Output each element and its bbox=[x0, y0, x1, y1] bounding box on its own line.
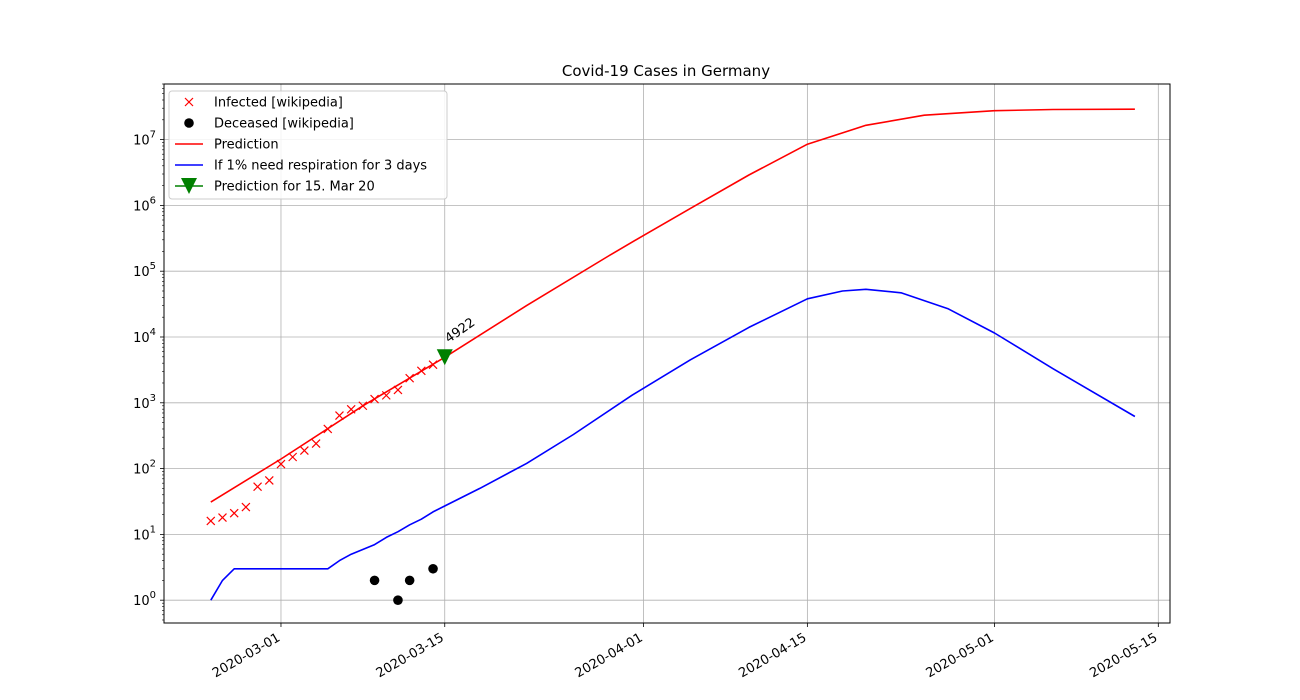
y-tick-label-base: 10 bbox=[133, 331, 150, 346]
data-point-series-0 bbox=[206, 516, 216, 526]
legend-marker-swatch bbox=[184, 118, 194, 128]
data-point-series-0 bbox=[229, 508, 239, 518]
marker-stroke bbox=[381, 390, 391, 400]
legend-box bbox=[168, 90, 448, 200]
legend-label: Prediction for 15. Mar 20 bbox=[214, 180, 375, 195]
plot-area bbox=[206, 108, 1136, 605]
legend-entry: Prediction for 15. Mar 20 bbox=[175, 178, 375, 195]
data-point-series-0 bbox=[299, 446, 309, 455]
y-tick-label: 103 bbox=[133, 393, 156, 412]
data-point-series-1 bbox=[404, 575, 415, 586]
data-point-series-1 bbox=[428, 563, 438, 574]
marker-stroke bbox=[288, 452, 298, 462]
marker-stroke bbox=[241, 502, 251, 512]
legend-entry: Deceased [wikipedia] bbox=[184, 117, 354, 132]
marker-stroke bbox=[206, 516, 216, 526]
marker-stroke bbox=[346, 404, 356, 414]
marker-stroke bbox=[218, 513, 227, 523]
y-tick-label-base: 10 bbox=[133, 199, 150, 214]
marker-stroke bbox=[299, 446, 309, 455]
y-tick-label: 104 bbox=[133, 327, 156, 346]
data-point-series-1 bbox=[369, 575, 380, 586]
legend-label: Deceased [wikipedia] bbox=[214, 117, 354, 132]
y-tick-label-base: 10 bbox=[133, 397, 150, 412]
legend-marker-swatch bbox=[181, 178, 197, 194]
y-tick-label-base: 10 bbox=[133, 528, 150, 543]
y-tick-label-exponent: 2 bbox=[150, 459, 156, 470]
data-point-series-4 bbox=[436, 349, 453, 366]
legend-label: Infected [wikipedia] bbox=[214, 96, 343, 111]
series-line-3 bbox=[210, 288, 1136, 601]
data-point-series-0 bbox=[288, 452, 298, 462]
data-point-series-0 bbox=[264, 476, 274, 485]
y-tick-label: 106 bbox=[133, 195, 156, 214]
axes-frame bbox=[163, 83, 1171, 624]
legend-label: Prediction bbox=[214, 138, 279, 153]
legend-entry: Infected [wikipedia] bbox=[184, 96, 343, 111]
y-tick-label-exponent: 4 bbox=[150, 327, 156, 338]
marker-stroke bbox=[253, 482, 263, 492]
y-tick-label-exponent: 1 bbox=[150, 524, 156, 535]
y-tick-label: 102 bbox=[133, 459, 156, 478]
y-tick-label-base: 10 bbox=[133, 463, 150, 478]
y-tick-label-base: 10 bbox=[133, 265, 150, 280]
legend-entry: If 1% need respiration for 3 days bbox=[175, 159, 427, 174]
marker-stroke bbox=[335, 411, 344, 421]
y-tick-label-exponent: 3 bbox=[150, 393, 156, 404]
marker-stroke bbox=[264, 476, 274, 485]
y-tick-label: 107 bbox=[133, 130, 156, 149]
marker-stroke bbox=[229, 508, 239, 518]
y-tick-label-exponent: 0 bbox=[150, 590, 156, 601]
data-point-series-0 bbox=[311, 439, 321, 448]
data-point-series-0 bbox=[253, 482, 263, 492]
y-tick-label-exponent: 5 bbox=[150, 261, 156, 272]
legend-marker-swatch bbox=[184, 97, 194, 107]
y-tick-label: 105 bbox=[133, 261, 156, 280]
data-point-series-0 bbox=[241, 502, 251, 512]
legend-label: If 1% need respiration for 3 days bbox=[214, 159, 427, 174]
y-tick-label: 101 bbox=[133, 524, 156, 543]
marker-stroke bbox=[276, 459, 286, 469]
series-line-2 bbox=[210, 108, 1135, 503]
marker-stroke bbox=[393, 385, 403, 395]
y-tick-label-base: 10 bbox=[133, 594, 150, 609]
marker-stroke bbox=[184, 97, 194, 107]
chart-title: Covid-19 Cases in Germany bbox=[562, 62, 770, 80]
legend: Infected [wikipedia] Deceased [wikipedia]… bbox=[168, 90, 448, 200]
data-point-series-0 bbox=[335, 411, 344, 421]
y-tick-label-exponent: 6 bbox=[150, 195, 156, 206]
data-point-series-0 bbox=[218, 513, 227, 523]
legend-entry: Prediction bbox=[175, 138, 279, 153]
y-tick-label-base: 10 bbox=[133, 134, 150, 149]
y-tick-label-exponent: 7 bbox=[150, 130, 156, 141]
data-point-series-1 bbox=[393, 595, 403, 605]
marker-stroke bbox=[311, 439, 321, 448]
y-tick-label: 100 bbox=[133, 590, 156, 609]
